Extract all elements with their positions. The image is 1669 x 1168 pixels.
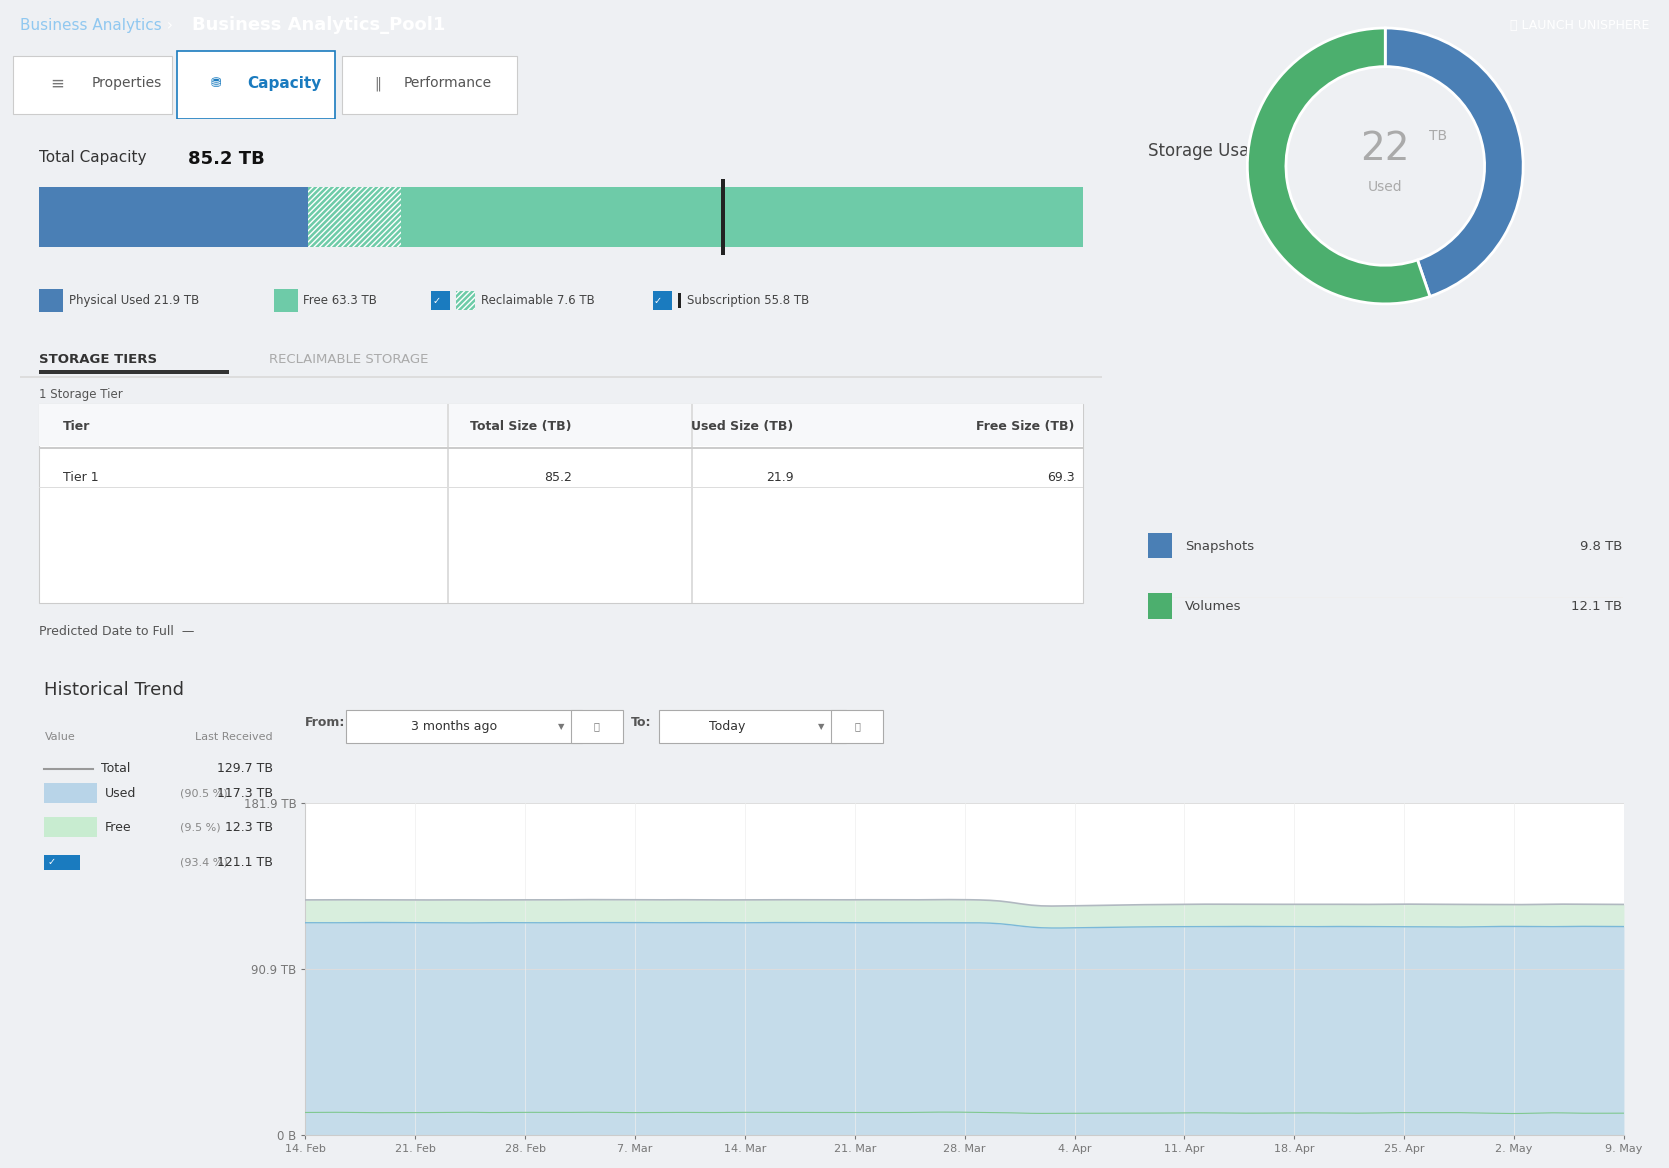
Text: Total: Total bbox=[102, 762, 130, 776]
FancyBboxPatch shape bbox=[40, 404, 1083, 603]
Bar bbox=[721, 179, 726, 255]
Wedge shape bbox=[1385, 28, 1524, 297]
Text: 129.7 TB: 129.7 TB bbox=[217, 762, 272, 776]
Bar bbox=[274, 288, 299, 313]
Bar bbox=[431, 291, 451, 310]
Text: Total Capacity: Total Capacity bbox=[40, 151, 147, 165]
Text: 69.3: 69.3 bbox=[1046, 471, 1075, 484]
Text: ›: › bbox=[162, 18, 177, 33]
Text: Volumes: Volumes bbox=[1185, 600, 1242, 613]
FancyBboxPatch shape bbox=[13, 56, 172, 113]
Bar bbox=[40, 370, 229, 374]
Text: Free: Free bbox=[105, 821, 132, 834]
FancyBboxPatch shape bbox=[659, 710, 846, 743]
FancyBboxPatch shape bbox=[177, 51, 335, 119]
Text: Properties: Properties bbox=[92, 76, 162, 90]
Bar bbox=[1148, 534, 1172, 558]
Text: TB: TB bbox=[1429, 128, 1447, 142]
Bar bbox=[45, 818, 97, 837]
Text: Business Analytics_Pool1: Business Analytics_Pool1 bbox=[192, 16, 446, 34]
Text: ‖: ‖ bbox=[374, 76, 381, 91]
Text: (9.5 %): (9.5 %) bbox=[180, 822, 220, 832]
Text: 12.1 TB: 12.1 TB bbox=[1572, 600, 1622, 613]
Text: Physical Used 21.9 TB: Physical Used 21.9 TB bbox=[68, 294, 199, 307]
Text: Last Received: Last Received bbox=[195, 732, 272, 742]
Text: Tier 1: Tier 1 bbox=[63, 471, 98, 484]
Text: ▼: ▼ bbox=[818, 722, 824, 731]
Text: ✓: ✓ bbox=[654, 296, 663, 306]
Text: (90.5 %): (90.5 %) bbox=[180, 788, 227, 798]
Text: Historical Trend: Historical Trend bbox=[45, 681, 185, 698]
Text: Free 63.3 TB: Free 63.3 TB bbox=[304, 294, 377, 307]
Bar bbox=[401, 187, 1083, 248]
Text: 85.2 TB: 85.2 TB bbox=[187, 151, 264, 168]
Bar bbox=[20, 376, 1102, 378]
Text: RECLAIMABLE STORAGE: RECLAIMABLE STORAGE bbox=[269, 353, 429, 366]
Text: Total Size (TB): Total Size (TB) bbox=[471, 419, 571, 432]
Text: Subscription 55.8 TB: Subscription 55.8 TB bbox=[688, 294, 809, 307]
Bar bbox=[40, 187, 307, 248]
Text: Performance: Performance bbox=[404, 76, 492, 90]
Bar bbox=[447, 404, 449, 603]
Text: ✓: ✓ bbox=[432, 296, 441, 306]
Text: Capacity: Capacity bbox=[247, 76, 320, 91]
Text: 22: 22 bbox=[1360, 131, 1410, 168]
Bar bbox=[678, 292, 681, 308]
Text: Used Size (TB): Used Size (TB) bbox=[691, 419, 793, 432]
Text: ≡: ≡ bbox=[50, 75, 63, 92]
Text: 85.2: 85.2 bbox=[544, 471, 571, 484]
Text: 9.8 TB: 9.8 TB bbox=[1581, 540, 1622, 552]
Text: ✓: ✓ bbox=[48, 857, 55, 868]
Text: 📅: 📅 bbox=[594, 721, 599, 731]
Text: 121.1 TB: 121.1 TB bbox=[217, 856, 272, 869]
Text: To:: To: bbox=[631, 716, 651, 729]
Bar bbox=[307, 187, 401, 248]
Wedge shape bbox=[1247, 28, 1430, 304]
Text: Used: Used bbox=[1369, 180, 1402, 194]
Text: ⛃: ⛃ bbox=[210, 77, 220, 90]
Text: (93.4 %): (93.4 %) bbox=[180, 857, 227, 868]
Bar bbox=[691, 404, 693, 603]
Text: STORAGE TIERS: STORAGE TIERS bbox=[40, 353, 157, 366]
FancyBboxPatch shape bbox=[342, 56, 517, 113]
Text: Used: Used bbox=[105, 786, 137, 800]
Text: 117.3 TB: 117.3 TB bbox=[217, 786, 272, 800]
Text: ▼: ▼ bbox=[557, 722, 564, 731]
Text: 3 months ago: 3 months ago bbox=[411, 719, 497, 732]
Bar bbox=[307, 187, 401, 248]
Bar bbox=[456, 291, 476, 310]
FancyBboxPatch shape bbox=[831, 710, 883, 743]
Text: 📅: 📅 bbox=[855, 721, 860, 731]
Bar bbox=[45, 855, 80, 870]
Bar bbox=[1148, 593, 1172, 619]
FancyBboxPatch shape bbox=[571, 710, 623, 743]
Bar bbox=[653, 291, 673, 310]
Bar bbox=[40, 288, 63, 313]
Text: ⧉ LAUNCH UNISPHERE: ⧉ LAUNCH UNISPHERE bbox=[1509, 19, 1649, 32]
Text: Tier: Tier bbox=[63, 419, 90, 432]
Bar bbox=[40, 404, 1083, 446]
Text: Business Analytics: Business Analytics bbox=[20, 18, 162, 33]
Text: Storage Usage: Storage Usage bbox=[1148, 142, 1270, 160]
Bar bbox=[45, 784, 97, 802]
Bar bbox=[456, 291, 476, 310]
Text: Reclaimable 7.6 TB: Reclaimable 7.6 TB bbox=[481, 294, 594, 307]
Text: 12.3 TB: 12.3 TB bbox=[225, 821, 272, 834]
Text: Snapshots: Snapshots bbox=[1185, 540, 1253, 552]
Text: Free Size (TB): Free Size (TB) bbox=[976, 419, 1075, 432]
FancyBboxPatch shape bbox=[345, 710, 582, 743]
Text: 21.9: 21.9 bbox=[766, 471, 793, 484]
Text: From:: From: bbox=[305, 716, 345, 729]
Text: Value: Value bbox=[45, 732, 75, 742]
Text: 1 Storage Tier: 1 Storage Tier bbox=[40, 388, 124, 402]
Text: Predicted Date to Full  —: Predicted Date to Full — bbox=[40, 625, 195, 638]
Text: Today: Today bbox=[709, 719, 746, 732]
